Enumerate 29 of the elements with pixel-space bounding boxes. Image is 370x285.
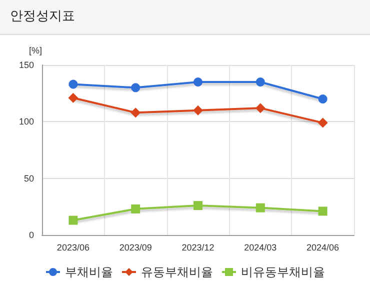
x-tick-label: 2024/06 bbox=[306, 242, 340, 252]
point bbox=[255, 103, 266, 114]
x-tick-label: 2023/12 bbox=[182, 242, 214, 252]
point bbox=[194, 201, 202, 210]
legend-label: 부채비율 bbox=[65, 265, 113, 279]
point bbox=[68, 216, 78, 225]
point bbox=[318, 118, 328, 128]
point bbox=[131, 204, 140, 214]
point bbox=[68, 80, 78, 89]
legend-label: 비유동부채비율 bbox=[241, 265, 325, 279]
point bbox=[318, 206, 328, 216]
y-axis-title: [%] bbox=[28, 46, 42, 56]
point bbox=[68, 92, 78, 103]
y-tick-label: 0 bbox=[28, 230, 34, 240]
legend-label: 유동부채비율 bbox=[141, 265, 213, 279]
point bbox=[193, 105, 203, 116]
point bbox=[318, 94, 328, 104]
point bbox=[194, 78, 202, 86]
y-tick-label: 100 bbox=[18, 116, 34, 127]
point bbox=[130, 108, 141, 118]
x-tick-label: 2023/06 bbox=[56, 242, 90, 252]
y-tick-label: 150 bbox=[18, 60, 34, 70]
point bbox=[256, 78, 265, 86]
x-tick-label: 2023/09 bbox=[119, 242, 152, 252]
point bbox=[256, 203, 265, 212]
x-tick-label: 2024/03 bbox=[244, 242, 277, 252]
chart-title: 안정성지표 bbox=[0, 0, 370, 35]
y-tick-label: 50 bbox=[24, 173, 34, 184]
point bbox=[131, 83, 140, 92]
